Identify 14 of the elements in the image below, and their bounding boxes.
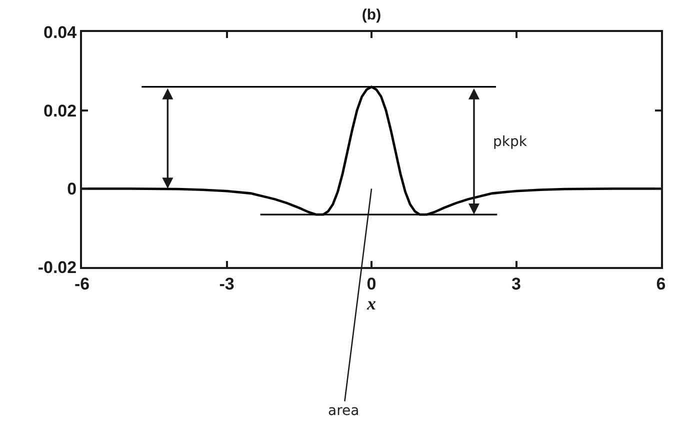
line-series xyxy=(82,86,661,216)
x-tick-label: 6 xyxy=(656,274,666,294)
x-tick-label: -6 xyxy=(74,274,90,294)
chart-title: (b) xyxy=(362,6,382,24)
annotation: pkpk xyxy=(493,134,528,150)
y-tick-label: 0.02 xyxy=(44,101,77,120)
x-tick-label: 0 xyxy=(366,274,376,294)
x-tick-label: -3 xyxy=(219,274,234,294)
y-tick-label: -0.02 xyxy=(38,258,77,277)
y-tick-label: 0 xyxy=(67,180,77,199)
y-tick-label: 0.04 xyxy=(44,22,78,42)
x-axis-title: x xyxy=(366,293,376,314)
text: area xyxy=(328,403,360,419)
x-tick-label: 3 xyxy=(512,274,521,294)
